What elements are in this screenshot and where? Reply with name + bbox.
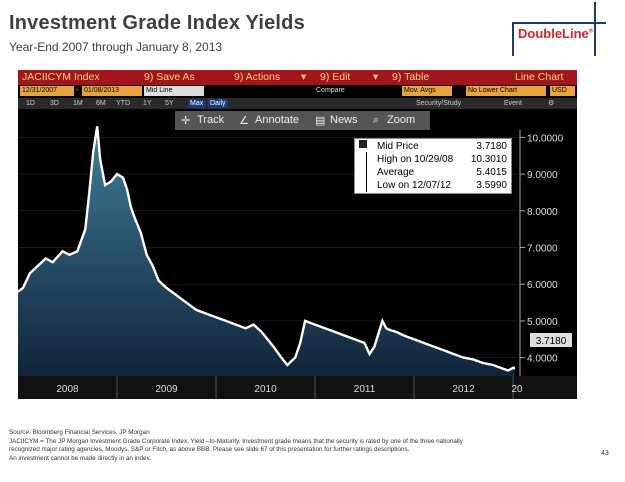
period-5y[interactable]: 5Y [165, 100, 174, 107]
period-1y[interactable]: 1Y [143, 100, 152, 107]
security-study-button[interactable]: Security/Study [416, 100, 462, 107]
ticker-label: JACIICYM Index [22, 71, 100, 83]
period-ytd[interactable]: YTD [116, 100, 130, 107]
last-value-text: 3.7180 [536, 336, 567, 347]
mov-avgs-select[interactable]: Mov. Avgs [402, 86, 452, 96]
chart-type-label: Line Chart [515, 71, 564, 83]
legend-mid-label: Mid Price [377, 141, 419, 152]
table-menu[interactable]: 9) Table [392, 71, 430, 83]
y-tick-label: 10.0000 [527, 133, 564, 144]
chevron-down-icon: ▾ [301, 71, 307, 83]
legend-avg-value: 5.4015 [476, 167, 507, 178]
legend-high-value: 10.3010 [470, 154, 507, 165]
logo-frame [512, 2, 606, 56]
save-as-menu[interactable]: 9) Save As [144, 71, 195, 83]
x-tick-label: 2012 [452, 384, 475, 395]
terminal-menu-bar: JACIICYM Index 9) Save As 9) Actions ▾ 9… [18, 70, 577, 85]
frequency-select[interactable]: Daily [208, 99, 228, 108]
field-select[interactable]: Mid Line [144, 86, 204, 96]
lower-chart-select[interactable]: No Lower Chart [466, 86, 546, 96]
period-1d[interactable]: 1D [26, 100, 35, 107]
yield-area [18, 126, 515, 376]
terminal-settings-bar: 12/31/2007 - 01/08/2013 Mid Line Compare… [18, 85, 577, 97]
y-tick-label: 9.0000 [527, 170, 558, 181]
currency-select[interactable]: USD [550, 86, 575, 96]
end-date-field[interactable]: 01/08/2013 [82, 86, 142, 96]
x-tick-label: 20 [511, 384, 523, 395]
y-tick-label: 8.0000 [527, 207, 558, 218]
x-tick-label: 2008 [56, 384, 79, 395]
y-tick-label: 5.0000 [527, 317, 558, 328]
range-bracket-icon [366, 152, 376, 192]
disclaimer-note: An investment cannot be made directly in… [9, 454, 152, 462]
source-note: Source: Bloomberg Financial Services, JP… [9, 429, 150, 436]
period-6m[interactable]: 6M [96, 100, 106, 107]
last-value-tag: 3.7180 [530, 333, 572, 347]
footnotes: Source: Bloomberg Financial Services, JP… [9, 429, 569, 463]
x-tick-label: 2011 [354, 384, 376, 395]
page-title: Investment Grade Index Yields [9, 12, 305, 34]
event-button[interactable]: Event [504, 100, 522, 107]
start-date-field[interactable]: 12/31/2007 [20, 86, 74, 96]
x-tick-label: 2009 [155, 384, 178, 395]
bloomberg-terminal: JACIICYM Index 9) Save As 9) Actions ▾ 9… [18, 70, 577, 399]
x-axis-band [18, 376, 577, 399]
definition-note: JACIICYM = The JP Morgan Investment Grad… [9, 437, 463, 445]
chart-toolbar: ✛ Track ∠ Annotate ▤ News ⌕ Zoom [175, 111, 430, 130]
legend-low-value: 3.5990 [476, 180, 507, 191]
annotate-icon: ∠ [239, 115, 249, 127]
track-icon: ✛ [181, 115, 191, 127]
period-bar: 1D 3D 1M 6M YTD 1Y 5Y Max Daily Security… [18, 98, 577, 109]
period-1m[interactable]: 1M [73, 100, 83, 107]
legend-mid-value: 3.7180 [476, 141, 507, 152]
legend-swatch [359, 140, 367, 148]
yield-line [18, 126, 516, 372]
chevron-down-icon: ▾ [373, 71, 379, 83]
legend-avg-label: Average [377, 167, 415, 178]
period-max[interactable]: Max [188, 99, 206, 108]
definition-note-cont: recognized major rating agencies, Moodys… [9, 446, 410, 454]
compare-button[interactable]: Compare [316, 87, 345, 94]
y-tick-label: 7.0000 [527, 243, 558, 254]
track-button[interactable]: Track [197, 114, 225, 126]
edit-menu[interactable]: 9) Edit [320, 71, 351, 83]
zoom-button[interactable]: Zoom [387, 114, 416, 126]
doubleline-logo: DoubleLine® [518, 26, 594, 41]
period-3d[interactable]: 3D [50, 100, 59, 107]
actions-menu[interactable]: 9) Actions [234, 71, 281, 83]
page-subtitle: Year-End 2007 through January 8, 2013 [9, 40, 223, 54]
zoom-icon: ⌕ [373, 114, 380, 126]
settings-icon[interactable]: ⚙ [548, 100, 555, 107]
news-button[interactable]: News [330, 114, 358, 126]
x-tick-label: 2010 [254, 384, 277, 395]
page-number: 43 [601, 450, 609, 457]
chart-legend: Mid Price 3.7180 High on 10/29/08 10.301… [354, 138, 512, 194]
news-icon: ▤ [315, 115, 326, 127]
y-tick-label: 4.0000 [527, 354, 558, 365]
y-tick-label: 6.0000 [527, 280, 558, 291]
legend-low-label: Low on 12/07/12 [377, 180, 451, 191]
legend-high-label: High on 10/29/08 [377, 154, 454, 165]
annotate-button[interactable]: Annotate [255, 114, 300, 126]
yield-chart: 10.0000 9.0000 8.0000 7.0000 6.0000 5.0000 4.0… [18, 126, 577, 399]
